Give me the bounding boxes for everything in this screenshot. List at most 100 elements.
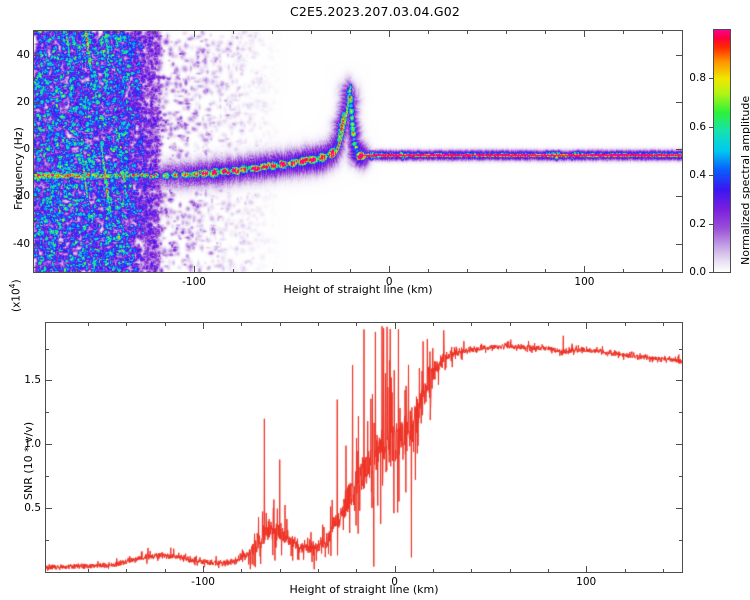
- spec-xtick-major-top-2: [584, 31, 586, 37]
- multiplier-prefix: (x10: [10, 288, 23, 312]
- snr-xtick-major-top-2: [586, 323, 588, 329]
- snr-xtick-minor-1: [126, 569, 128, 572]
- spec-xtick-minor-2: [155, 269, 156, 272]
- snr-xtick-minor-7: [432, 569, 434, 572]
- snr-ytick-major-2-label: 1.5: [24, 374, 41, 387]
- colorbar-title: Normalized spectral amplitude: [739, 95, 750, 265]
- snr-xtick-minor-8: [471, 569, 473, 572]
- spec-ytick-major-right-2: [676, 149, 682, 151]
- snr-ytick-minor-2: [46, 412, 49, 414]
- snr-ytick-minor-right-2: [679, 412, 682, 414]
- spec-ytick-major-1-label: 20: [16, 95, 30, 108]
- cbar-tick-4-label: 0.8: [689, 72, 706, 85]
- spec-ytick-minor-9: [34, 31, 37, 32]
- multiplier-suffix: ): [10, 279, 23, 284]
- spec-xtick-minor-1: [115, 269, 117, 272]
- snr-line-plot: [46, 323, 682, 572]
- snr-xtick-major-2: [586, 566, 588, 572]
- spec-xtick-major-0-label: -100: [182, 276, 206, 288]
- snr-xtick-minor-top-6: [356, 323, 358, 326]
- snr-xtick-minor-12: [662, 569, 664, 572]
- spec-xtick-minor-top-6: [350, 31, 352, 34]
- spec-xtick-minor-top-3: [233, 31, 235, 34]
- spec-ytick-major-1: [34, 101, 40, 103]
- spec-ytick-minor-5: [34, 125, 37, 127]
- cbar-tick-3: [709, 126, 714, 128]
- snr-xtick-minor-top-11: [624, 323, 626, 326]
- snr-xtick-major-2-label: 100: [576, 576, 597, 588]
- spec-ytick-major-0-label: 40: [16, 48, 30, 61]
- snr-xtick-minor-10: [547, 569, 549, 572]
- snr-xtick-minor-top-3: [241, 323, 243, 326]
- snr-xtick-major-top-0: [203, 323, 205, 329]
- spec-xtick-minor-11: [623, 269, 625, 272]
- spec-xtick-minor-5: [311, 269, 313, 272]
- colorbar-gradient: [714, 30, 730, 272]
- page-title: C2E5.2023.207.03.04.G02: [289, 4, 461, 19]
- snr-xtick-major-0-label: -100: [191, 576, 215, 588]
- spectrogram-y-axis-title: Frequency (Hz): [12, 127, 25, 210]
- spec-xtick-minor-10: [545, 269, 547, 272]
- snr-ytick-minor-0: [46, 540, 49, 542]
- snr-xtick-minor-top-2: [164, 323, 166, 326]
- snr-ytick-minor-right-0: [679, 540, 682, 542]
- snr-ytick-major-right-0: [676, 508, 682, 510]
- snr-xtick-minor-6: [356, 569, 358, 572]
- spec-xtick-major-2-label: 100: [574, 276, 595, 288]
- spec-ytick-minor-7: [34, 78, 37, 80]
- cbar-tick-3-label: 0.6: [689, 120, 706, 133]
- spectrogram-image: [34, 31, 682, 272]
- snr-ytick-minor-1: [46, 476, 49, 478]
- spec-ytick-major-right-1: [676, 101, 682, 103]
- snr-xtick-minor-top-12: [662, 323, 664, 326]
- spec-xtick-minor-top-11: [623, 31, 625, 34]
- spec-xtick-minor-top-10: [545, 31, 547, 34]
- snr-ytick-major-2: [46, 380, 52, 382]
- snr-xtick-minor-top-10: [547, 323, 549, 326]
- spec-xtick-major-top-0: [194, 31, 196, 37]
- spec-xtick-minor-top-7: [428, 31, 430, 34]
- snr-xtick-minor-top-7: [432, 323, 434, 326]
- spec-xtick-minor-top-5: [311, 31, 313, 34]
- spec-ytick-minor-0: [34, 267, 37, 269]
- spec-ytick-major-0: [34, 54, 40, 56]
- snr-xtick-minor-top-9: [509, 323, 511, 326]
- colorbar-frame: [713, 29, 731, 273]
- spec-xtick-minor-12: [662, 269, 664, 272]
- spec-ytick-major-2-label: 0: [23, 143, 30, 156]
- spec-ytick-major-4-label: -40: [12, 237, 30, 250]
- snr-ytick-major-1-label: 1.0: [24, 438, 41, 451]
- snr-xtick-minor-11: [624, 569, 626, 572]
- spec-ytick-major-right-3: [676, 196, 682, 198]
- spec-ytick-minor-2: [34, 220, 37, 222]
- multiplier-exponent: 4: [8, 283, 17, 289]
- spec-ytick-major-2: [34, 149, 40, 151]
- spec-xtick-major-top-1: [389, 31, 391, 37]
- snr-ytick-minor-right-3: [679, 348, 682, 350]
- snr-y-axis-title: SNR (10 * v/v): [22, 421, 35, 500]
- snr-xtick-major-1-label: 0: [391, 576, 398, 588]
- spec-xtick-minor-0: [76, 269, 78, 272]
- snr-ytick-major-0-label: 0.5: [24, 502, 41, 515]
- snr-xtick-major-1: [394, 566, 396, 572]
- spec-xtick-minor-top-1: [115, 31, 117, 34]
- cbar-tick-2: [709, 175, 714, 177]
- snr-xtick-major-0: [203, 566, 205, 572]
- snr-xtick-minor-5: [318, 569, 320, 572]
- spec-ytick-major-3: [34, 196, 40, 198]
- spec-ytick-major-right-4: [676, 243, 682, 245]
- snr-xtick-minor-9: [509, 569, 511, 572]
- spec-xtick-major-0: [194, 266, 196, 272]
- spectrogram-x-axis-title: Height of straight line (km): [283, 283, 433, 296]
- snr-xtick-minor-4: [279, 569, 281, 572]
- spec-ytick-major-right-0: [676, 54, 682, 56]
- spec-xtick-minor-top-0: [76, 31, 78, 34]
- spec-ytick-major-4: [34, 243, 40, 245]
- cbar-tick-0: [709, 272, 714, 273]
- spec-xtick-minor-top-9: [506, 31, 508, 34]
- snr-xtick-minor-top-5: [318, 323, 320, 326]
- spec-xtick-minor-9: [506, 269, 508, 272]
- snr-x-axis-title: Height of straight line (km): [289, 583, 439, 596]
- snr-ytick-minor-right-1: [679, 476, 682, 478]
